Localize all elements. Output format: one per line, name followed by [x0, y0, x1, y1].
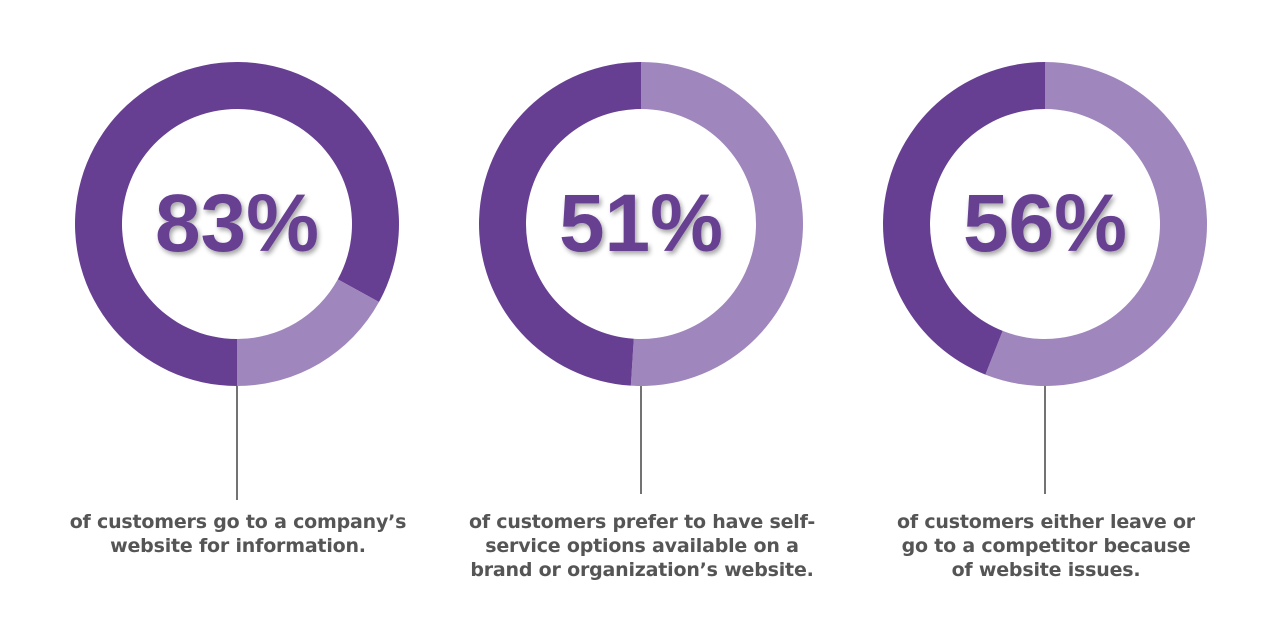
percentage-label: 51%	[559, 178, 723, 269]
percentage-label: 83%	[155, 178, 319, 269]
stat-caption-1: of customers go to a company’s website f…	[48, 510, 428, 558]
donut-slice-2	[882, 62, 1045, 375]
caption-line: of customers go to a company’s	[69, 511, 407, 533]
donut-slice-2	[237, 279, 379, 386]
donut-slice-1	[985, 62, 1208, 386]
donut-chart-2: 51%	[479, 62, 804, 494]
caption-line: of customers either leave or	[897, 511, 1195, 533]
caption-line: service options available on a	[485, 535, 799, 557]
caption-line: website for information.	[110, 535, 366, 557]
caption-line: of customers prefer to have self-	[468, 511, 816, 533]
donut-slice-1	[630, 62, 804, 386]
donut-chart-3: 56%	[882, 62, 1208, 494]
caption-line: brand or organization’s website.	[470, 559, 814, 581]
donut-chart-1: 83%	[75, 62, 399, 500]
caption-line: go to a competitor because	[901, 535, 1191, 557]
caption-line: of website issues.	[951, 559, 1141, 581]
stat-caption-3: of customers either leave or go to a com…	[856, 510, 1236, 582]
donut-slice-2	[479, 62, 641, 386]
percentage-label: 56%	[963, 178, 1127, 269]
stat-caption-2: of customers prefer to have self- servic…	[452, 510, 832, 582]
